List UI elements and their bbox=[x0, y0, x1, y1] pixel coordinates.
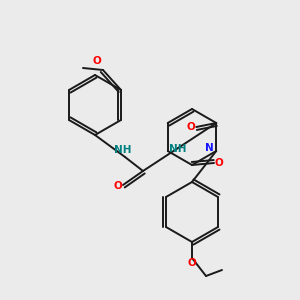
Text: O: O bbox=[214, 158, 224, 168]
Text: O: O bbox=[188, 258, 196, 268]
Text: O: O bbox=[114, 181, 122, 191]
Text: NH: NH bbox=[169, 144, 187, 154]
Text: O: O bbox=[93, 56, 101, 66]
Text: O: O bbox=[187, 122, 196, 132]
Text: NH: NH bbox=[114, 145, 132, 155]
Text: N: N bbox=[205, 143, 214, 153]
